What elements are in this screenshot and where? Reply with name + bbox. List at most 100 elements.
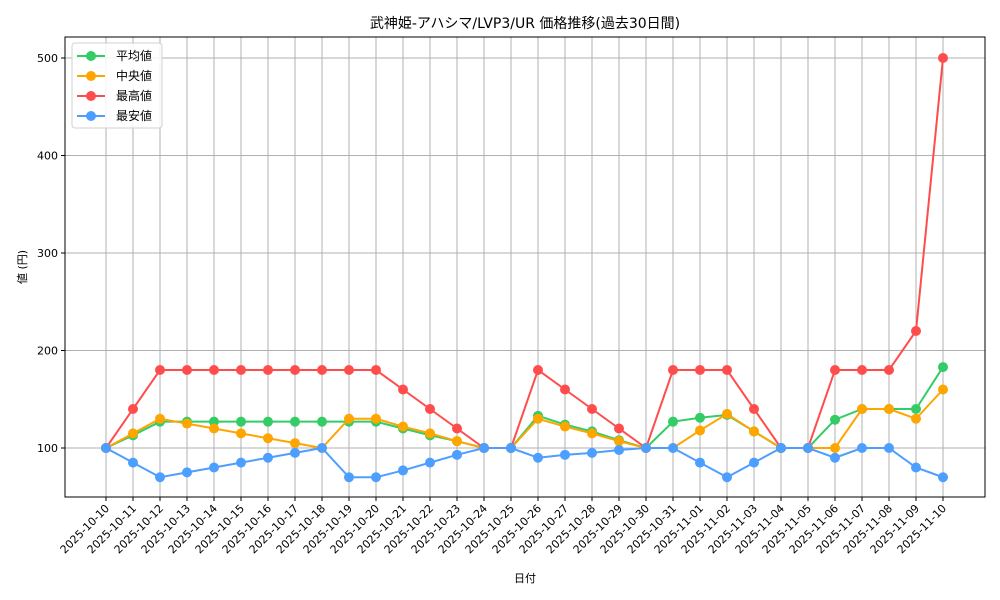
data-point — [263, 365, 273, 375]
data-point — [398, 421, 408, 432]
data-point — [155, 413, 165, 424]
series-中央値 — [101, 384, 948, 453]
data-point — [911, 413, 921, 424]
data-point — [209, 462, 219, 473]
data-point — [560, 449, 570, 460]
grid-lines — [65, 37, 985, 497]
data-point — [317, 443, 327, 453]
x-axis-label: 日付 — [514, 572, 536, 585]
data-point — [290, 438, 300, 449]
chart-title: 武神姫-アハシマ/LVP3/UR 価格推移(過去30日間) — [370, 16, 680, 32]
data-point — [101, 443, 111, 453]
data-point — [506, 443, 516, 453]
series-最安値 — [101, 443, 948, 483]
data-point — [938, 472, 948, 483]
data-point — [452, 436, 462, 447]
data-point — [398, 465, 408, 476]
data-point — [236, 457, 246, 468]
data-point — [695, 412, 705, 423]
legend-marker-icon — [86, 51, 96, 61]
data-point — [695, 365, 705, 375]
legend-label: 平均値 — [116, 48, 152, 63]
data-point — [425, 428, 435, 439]
data-point — [560, 421, 570, 432]
data-point — [911, 404, 921, 414]
data-point — [344, 365, 354, 375]
data-point — [479, 443, 489, 453]
y-tick-label: 100 — [37, 442, 58, 455]
data-point — [425, 457, 435, 468]
series-lines — [101, 53, 948, 483]
data-point — [236, 428, 246, 439]
data-point — [452, 449, 462, 460]
legend-box — [71, 42, 163, 129]
data-point — [830, 443, 840, 453]
data-point — [830, 452, 840, 463]
data-point — [722, 408, 732, 419]
data-point — [803, 443, 813, 453]
data-point — [884, 404, 894, 414]
data-point — [695, 425, 705, 436]
data-point — [533, 365, 543, 375]
y-axis: 100 200 300 400 500 — [37, 52, 65, 455]
data-point — [452, 423, 462, 434]
legend-marker-icon — [86, 91, 96, 101]
data-point — [155, 365, 165, 375]
plot-area-frame — [64, 36, 986, 498]
data-point — [155, 472, 165, 483]
data-point — [587, 428, 597, 439]
data-point — [695, 457, 705, 468]
data-point — [587, 404, 597, 414]
data-point — [668, 443, 678, 453]
data-point — [749, 457, 759, 468]
legend-label: 最安値 — [116, 108, 152, 123]
y-tick-label: 500 — [37, 52, 58, 65]
data-point — [830, 365, 840, 375]
data-point — [911, 462, 921, 473]
data-point — [182, 467, 192, 478]
data-point — [938, 53, 948, 63]
data-point — [263, 433, 273, 444]
data-point — [371, 365, 381, 375]
data-point — [290, 416, 300, 427]
data-point — [776, 443, 786, 453]
data-point — [560, 384, 570, 395]
data-point — [830, 414, 840, 425]
legend-label: 最高値 — [116, 88, 152, 103]
data-point — [128, 428, 138, 439]
data-point — [533, 413, 543, 424]
data-point — [911, 326, 921, 336]
legend-marker-icon — [86, 111, 96, 121]
y-tick-label: 300 — [37, 247, 58, 260]
data-point — [614, 423, 624, 434]
data-point — [236, 416, 246, 427]
data-point — [290, 365, 300, 375]
data-point — [749, 426, 759, 437]
data-point — [857, 404, 867, 414]
data-point — [128, 457, 138, 468]
data-point — [425, 404, 435, 414]
data-point — [587, 447, 597, 458]
data-point — [749, 404, 759, 414]
data-point — [641, 443, 651, 453]
data-point — [533, 452, 543, 463]
data-point — [263, 416, 273, 427]
data-point — [884, 365, 894, 375]
data-point — [236, 365, 246, 375]
data-point — [128, 404, 138, 414]
data-point — [209, 423, 219, 434]
data-point — [371, 413, 381, 424]
y-tick-label: 200 — [37, 345, 58, 358]
data-point — [398, 384, 408, 395]
data-point — [344, 472, 354, 483]
data-point — [722, 472, 732, 483]
data-point — [182, 365, 192, 375]
data-point — [857, 443, 867, 453]
data-point — [371, 472, 381, 483]
data-point — [668, 416, 678, 427]
data-point — [938, 362, 948, 373]
y-axis-label: 値 (円) — [16, 250, 29, 284]
data-point — [614, 436, 624, 447]
